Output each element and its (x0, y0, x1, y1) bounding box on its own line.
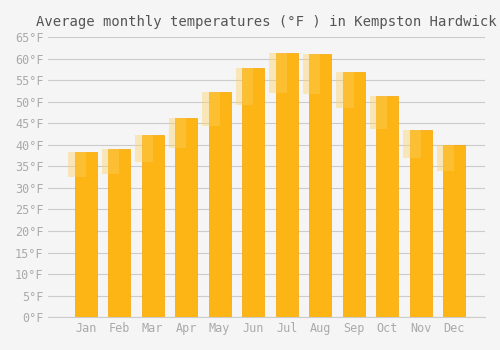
Bar (236, 68, 253, 105)
Bar (270, 54, 286, 93)
Bar (310, 54, 331, 317)
Title: Average monthly temperatures (°F ) in Kempston Hardwick: Average monthly temperatures (°F ) in Ke… (36, 15, 497, 29)
Bar (410, 130, 432, 317)
Bar (404, 130, 420, 158)
Bar (202, 92, 220, 126)
Bar (176, 118, 197, 317)
Bar (437, 145, 454, 171)
Bar (343, 72, 364, 317)
Bar (376, 96, 398, 317)
Bar (242, 68, 264, 317)
Bar (108, 149, 130, 317)
Bar (168, 118, 186, 148)
Bar (142, 135, 164, 317)
Bar (102, 149, 119, 174)
Bar (135, 135, 152, 162)
Bar (74, 152, 96, 317)
Bar (209, 92, 231, 317)
Bar (276, 54, 297, 317)
Bar (303, 54, 320, 94)
Bar (68, 152, 86, 177)
Bar (444, 145, 465, 317)
Bar (370, 96, 387, 129)
Bar (336, 72, 353, 108)
